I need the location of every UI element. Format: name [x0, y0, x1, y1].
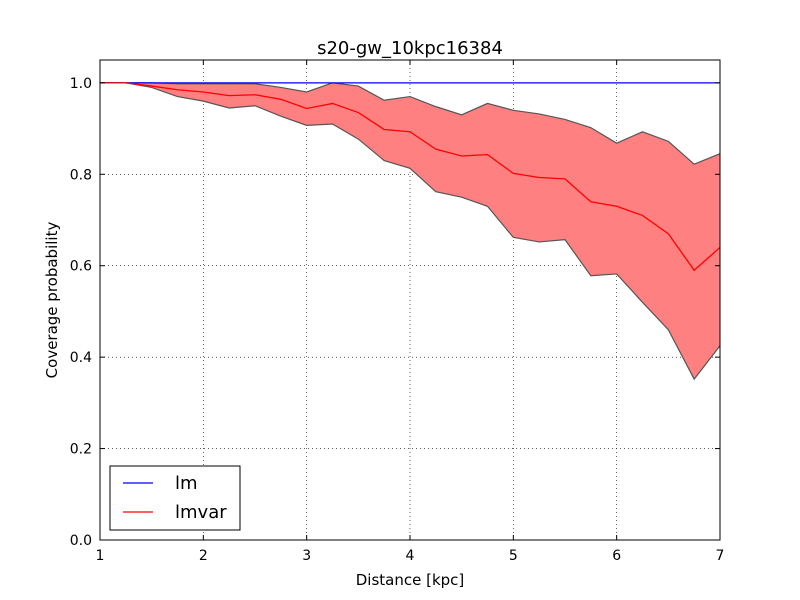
x-tick-label: 6: [612, 548, 621, 564]
y-tick-label: 0.4: [70, 350, 92, 366]
chart-title: s20-gw_10kpc16384: [317, 38, 503, 59]
y-tick-label: 0.2: [70, 442, 92, 458]
y-tick-label: 0.6: [70, 259, 92, 275]
y-tick-label: 0.0: [70, 533, 92, 549]
legend-box: [109, 465, 241, 531]
band-lower-edge: [100, 82, 721, 381]
y-axis-label: Coverage probability: [43, 222, 61, 379]
series-line-lmvar: [100, 82, 721, 272]
band-fill: [100, 82, 720, 380]
x-tick-labels: 1 2 3 4 5 6 7: [96, 548, 725, 564]
legend: lm lmvar: [109, 465, 241, 531]
lmvar-confidence-band: [100, 82, 721, 381]
x-axis-label: Distance [kpc]: [356, 571, 465, 589]
legend-label-lm: lm: [175, 473, 198, 494]
y-tick-label: 0.8: [70, 167, 92, 183]
plot-area: [99, 59, 721, 541]
x-tick-label: 1: [96, 548, 105, 564]
x-tick-label: 2: [199, 548, 208, 564]
y-tick-label: 1.0: [70, 76, 92, 92]
y-tick-labels: 0.0 0.2 0.4 0.6 0.8 1.0: [70, 76, 92, 549]
axis-ticks: [99, 60, 721, 541]
series-lines: [100, 82, 721, 272]
x-tick-label: 3: [302, 548, 311, 564]
x-tick-label: 5: [509, 548, 518, 564]
band-upper-edge: [100, 82, 721, 165]
x-tick-label: 7: [716, 548, 725, 564]
legend-label-lmvar: lmvar: [175, 502, 227, 523]
x-tick-label: 4: [406, 548, 415, 564]
